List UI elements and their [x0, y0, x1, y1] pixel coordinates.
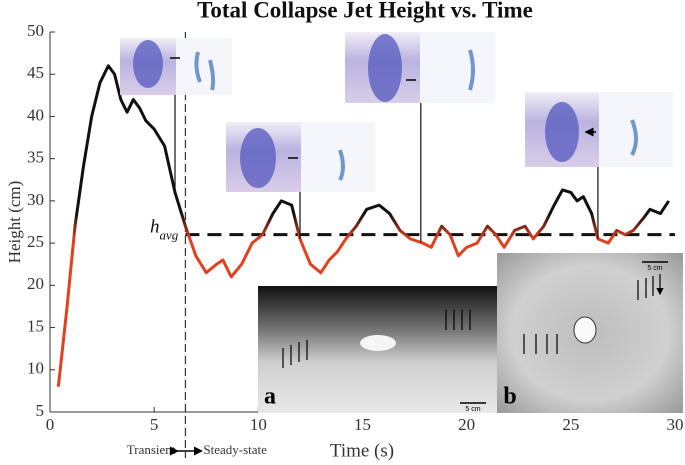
phase-label: Steady-state	[203, 442, 267, 457]
reference-label: havg	[150, 217, 179, 243]
inset-cavity	[360, 335, 396, 351]
inset-photos: 5 cm 5 cm a b	[258, 253, 683, 413]
reference-symbol: h	[150, 217, 160, 238]
inset-arrow	[282, 274, 660, 368]
y-tick-label: 35	[27, 148, 44, 167]
thumbnail-jet	[545, 102, 579, 162]
inset-label: a	[264, 384, 276, 410]
x-tick-label: 10	[250, 415, 267, 434]
y-tick-label: 15	[27, 316, 44, 335]
scale-bar-label: 5 cm	[465, 406, 480, 413]
thumbnail-jet	[368, 34, 402, 102]
y-tick-label: 50	[27, 21, 44, 40]
x-tick-label: 15	[354, 415, 371, 434]
y-tick-label: 10	[27, 359, 44, 378]
y-axis-label: Height (cm)	[5, 181, 24, 264]
chart-title: Total Collapse Jet Height vs. Time	[197, 0, 533, 22]
thumbnail-arrow	[170, 57, 596, 159]
y-tick-label: 25	[27, 232, 44, 251]
thumbnail	[301, 122, 375, 192]
x-tick-label: 5	[150, 415, 159, 434]
y-tick-label: 45	[27, 63, 44, 82]
inset-cavity	[573, 316, 597, 344]
y-tick-label: 20	[27, 274, 44, 293]
y-tick-label: 40	[27, 105, 44, 124]
snapshot-thumbnails	[120, 32, 673, 192]
thumbnail-jet	[133, 40, 163, 88]
x-tick-label: 20	[458, 415, 475, 434]
y-tick-label: 30	[27, 190, 44, 209]
x-tick-label: 30	[667, 415, 684, 434]
scale-bar-label: 5 cm	[647, 265, 662, 272]
x-tick-label: 0	[46, 415, 55, 434]
data-line	[56, 64, 671, 387]
y-tick-label: 5	[36, 401, 45, 420]
inset-label: b	[503, 384, 516, 410]
thumbnail	[176, 38, 232, 95]
thumbnail	[420, 32, 495, 103]
x-tick-label: 25	[562, 415, 579, 434]
thumbnail-jet	[240, 128, 276, 188]
thumbnail-streak	[194, 49, 638, 181]
reference-subscript: avg	[160, 228, 179, 243]
x-axis-label: Time (s)	[330, 440, 394, 461]
phase-label: Transient	[127, 442, 176, 457]
